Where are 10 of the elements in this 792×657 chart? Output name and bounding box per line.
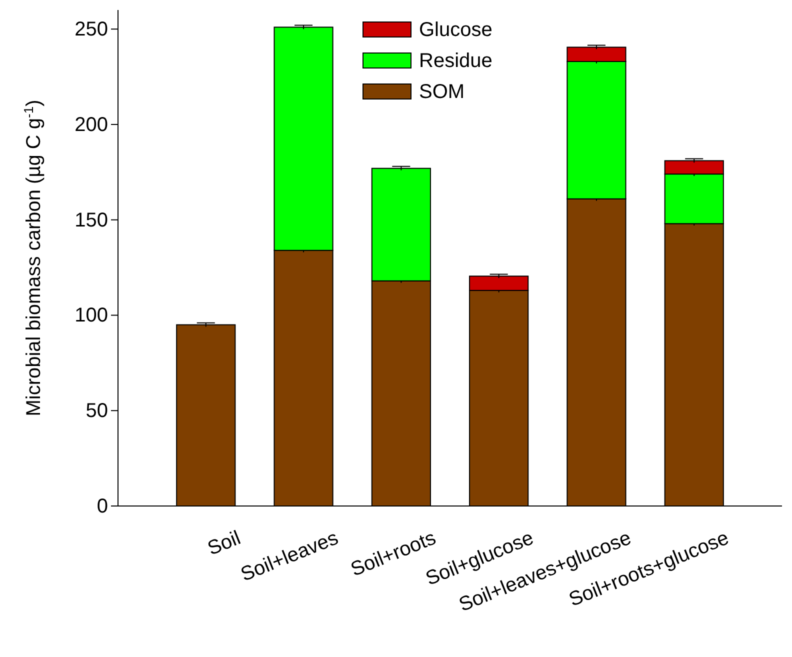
y-tick-label: 200 [74,114,108,136]
x-tick-label: Soil [204,527,244,560]
legend-label: Residue [419,50,492,72]
y-tick-label: 150 [74,209,108,232]
y-tick-label: 100 [74,304,108,327]
legend-label: Glucose [419,19,492,41]
y-tick-label: 0 [96,495,108,518]
y-tick-label: 250 [74,18,108,40]
legend-label: SOM [419,81,465,103]
y-tick-label: 50 [86,400,108,422]
